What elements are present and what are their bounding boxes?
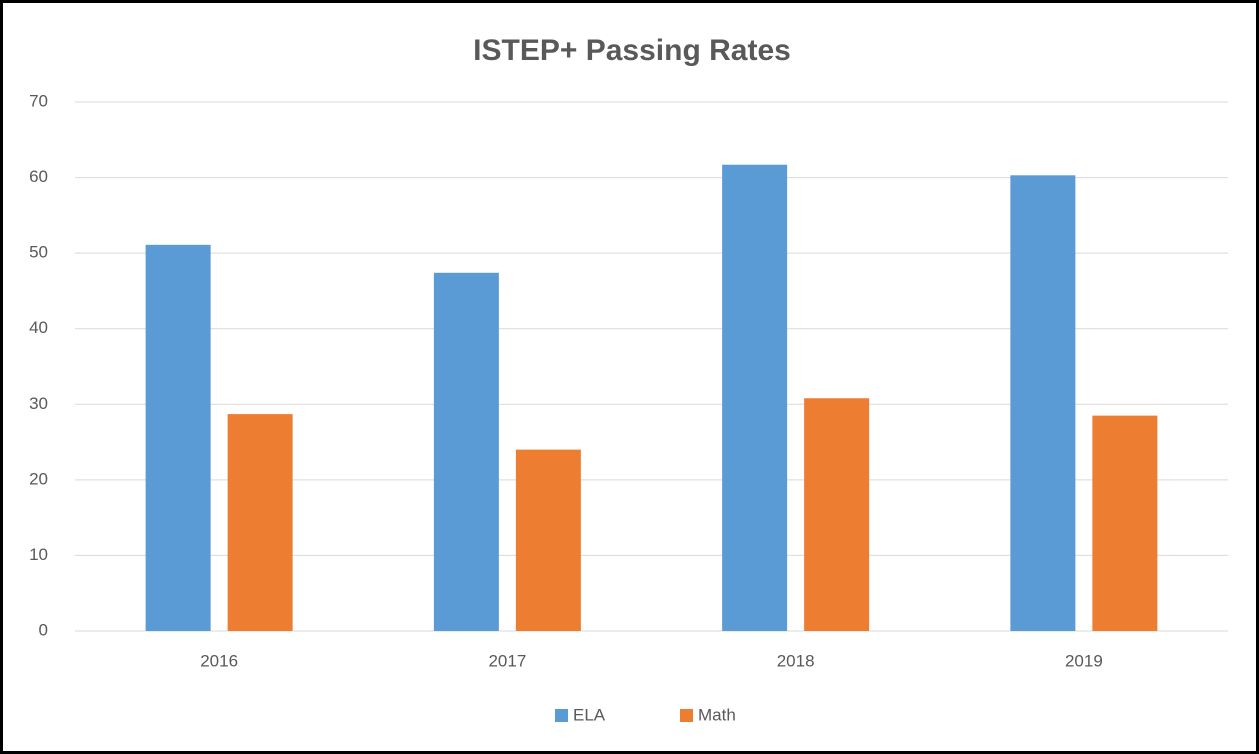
legend-swatch	[680, 709, 693, 722]
y-tick-label: 10	[29, 545, 48, 564]
bar	[145, 244, 211, 631]
x-tick-label: 2017	[488, 651, 526, 670]
legend-swatch	[555, 709, 568, 722]
chart-title: ISTEP+ Passing Rates	[473, 34, 791, 67]
legend-label: ELA	[573, 705, 606, 724]
bar	[227, 414, 293, 631]
y-tick-label: 30	[29, 394, 48, 413]
bar	[515, 449, 581, 631]
y-tick-label: 50	[29, 243, 48, 262]
x-tick-label: 2016	[200, 651, 238, 670]
x-tick-label: 2018	[777, 651, 815, 670]
legend-label: Math	[698, 705, 736, 724]
y-tick-label: 0	[39, 620, 48, 639]
y-tick-label: 70	[29, 91, 48, 110]
bar	[1010, 175, 1076, 631]
bar	[1092, 415, 1158, 631]
x-tick-label: 2019	[1065, 651, 1103, 670]
bar	[722, 164, 788, 631]
y-tick-label: 60	[29, 167, 48, 186]
y-tick-label: 20	[29, 469, 48, 488]
bar	[804, 398, 870, 631]
bar	[433, 272, 499, 631]
y-tick-label: 40	[29, 318, 48, 337]
